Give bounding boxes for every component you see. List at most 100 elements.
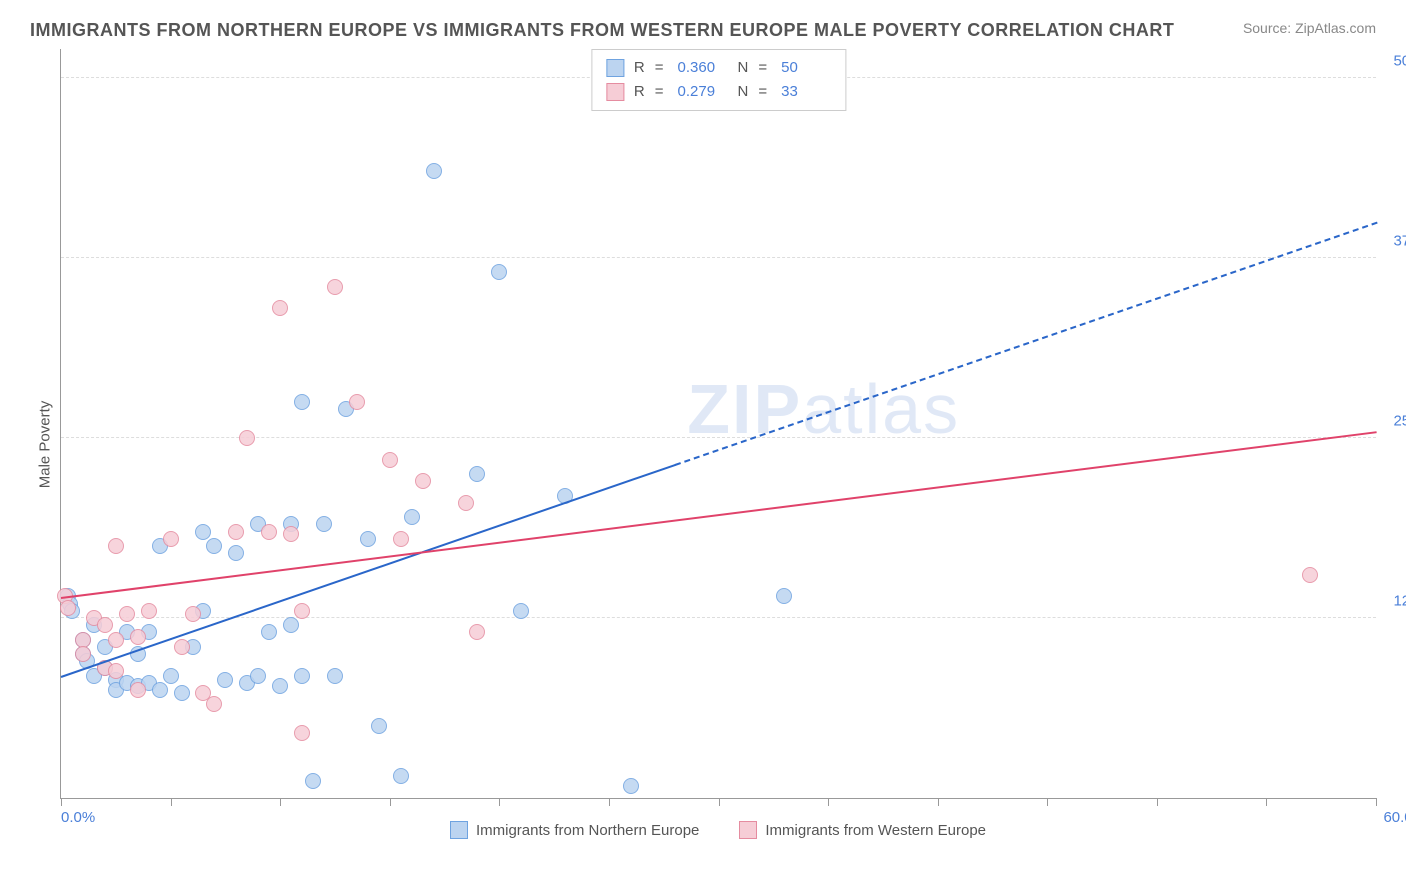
chart-title: IMMIGRANTS FROM NORTHERN EUROPE VS IMMIG…: [30, 20, 1174, 41]
r-label: R: [634, 80, 645, 104]
source-name: ZipAtlas.com: [1295, 20, 1376, 36]
scatter-point: [119, 624, 135, 640]
scatter-point: [371, 718, 387, 734]
legend-swatch: [606, 83, 624, 101]
scatter-point: [294, 668, 310, 684]
x-tick: [1047, 798, 1048, 806]
scatter-point: [130, 629, 146, 645]
scatter-point: [261, 624, 277, 640]
x-tick: [280, 798, 281, 806]
scatter-point: [163, 668, 179, 684]
scatter-point: [130, 682, 146, 698]
equals: =: [758, 56, 767, 80]
gridline: [61, 257, 1376, 258]
stats-legend-row: R=0.279N=33: [606, 80, 831, 104]
scatter-point: [206, 538, 222, 554]
scatter-point: [360, 531, 376, 547]
scatter-point: [206, 696, 222, 712]
scatter-point: [283, 516, 299, 532]
scatter-point: [316, 516, 332, 532]
scatter-point: [60, 600, 76, 616]
watermark-zip: ZIP: [687, 370, 802, 448]
scatter-point: [86, 617, 102, 633]
trend-line-dashed: [675, 222, 1378, 466]
scatter-point: [108, 682, 124, 698]
scatter-point: [108, 663, 124, 679]
scatter-point: [469, 466, 485, 482]
trend-line: [61, 464, 676, 678]
scatter-point: [119, 675, 135, 691]
series-name: Immigrants from Western Europe: [765, 822, 986, 839]
n-value: 50: [781, 56, 831, 80]
gridline: [61, 617, 1376, 618]
x-tick: [171, 798, 172, 806]
scatter-point: [272, 678, 288, 694]
y-tick-label: 25.0%: [1393, 412, 1406, 429]
scatter-point: [1302, 567, 1318, 583]
scatter-point: [294, 394, 310, 410]
chart-body: Male Poverty ZIPatlas 12.5%25.0%37.5%50.…: [30, 49, 1376, 839]
n-label: N: [738, 56, 749, 80]
r-value: 0.279: [678, 80, 728, 104]
scatter-point: [469, 624, 485, 640]
scatter-point: [327, 279, 343, 295]
x-tick: [938, 798, 939, 806]
x-tick: [1157, 798, 1158, 806]
legend-swatch: [739, 821, 757, 839]
x-axis-min-label: 0.0%: [61, 809, 95, 826]
watermark-atlas: atlas: [802, 370, 960, 448]
scatter-point: [228, 524, 244, 540]
y-tick-label: 37.5%: [1393, 232, 1406, 249]
legend-swatch: [450, 821, 468, 839]
scatter-point: [426, 163, 442, 179]
x-tick: [499, 798, 500, 806]
n-value: 33: [781, 80, 831, 104]
series-legend-item: Immigrants from Northern Europe: [450, 821, 699, 839]
chart-container: IMMIGRANTS FROM NORTHERN EUROPE VS IMMIG…: [0, 0, 1406, 892]
scatter-point: [152, 538, 168, 554]
source: Source: ZipAtlas.com: [1243, 20, 1376, 36]
scatter-point: [108, 632, 124, 648]
equals: =: [655, 56, 664, 80]
scatter-point: [404, 509, 420, 525]
plot-column: ZIPatlas 12.5%25.0%37.5%50.0%0.0%60.0%R=…: [60, 49, 1376, 839]
x-tick: [1266, 798, 1267, 806]
scatter-point: [228, 545, 244, 561]
scatter-point: [141, 675, 157, 691]
scatter-point: [393, 531, 409, 547]
y-axis-label-wrap: Male Poverty: [30, 49, 60, 839]
gridline: [61, 437, 1376, 438]
stats-legend: R=0.360N=50R=0.279N=33: [591, 49, 846, 111]
scatter-point: [152, 682, 168, 698]
scatter-point: [393, 768, 409, 784]
scatter-point: [338, 401, 354, 417]
scatter-point: [119, 606, 135, 622]
scatter-point: [195, 685, 211, 701]
x-axis-max-label: 60.0%: [1383, 809, 1406, 826]
scatter-point: [261, 524, 277, 540]
scatter-point: [174, 639, 190, 655]
stats-legend-row: R=0.360N=50: [606, 56, 831, 80]
equals: =: [655, 80, 664, 104]
scatter-point: [97, 639, 113, 655]
scatter-point: [415, 473, 431, 489]
scatter-point: [776, 588, 792, 604]
scatter-point: [458, 495, 474, 511]
scatter-point: [250, 516, 266, 532]
y-axis-label: Male Poverty: [37, 400, 54, 488]
scatter-point: [75, 646, 91, 662]
scatter-point: [305, 773, 321, 789]
x-tick: [719, 798, 720, 806]
scatter-point: [86, 610, 102, 626]
x-tick: [1376, 798, 1377, 806]
y-tick-label: 12.5%: [1393, 592, 1406, 609]
scatter-point: [217, 672, 233, 688]
x-tick: [61, 798, 62, 806]
scatter-plot: ZIPatlas 12.5%25.0%37.5%50.0%0.0%60.0%R=…: [60, 49, 1376, 799]
series-name: Immigrants from Northern Europe: [476, 822, 699, 839]
scatter-point: [75, 632, 91, 648]
x-tick: [609, 798, 610, 806]
scatter-point: [86, 668, 102, 684]
scatter-point: [272, 300, 288, 316]
source-label: Source:: [1243, 20, 1295, 36]
